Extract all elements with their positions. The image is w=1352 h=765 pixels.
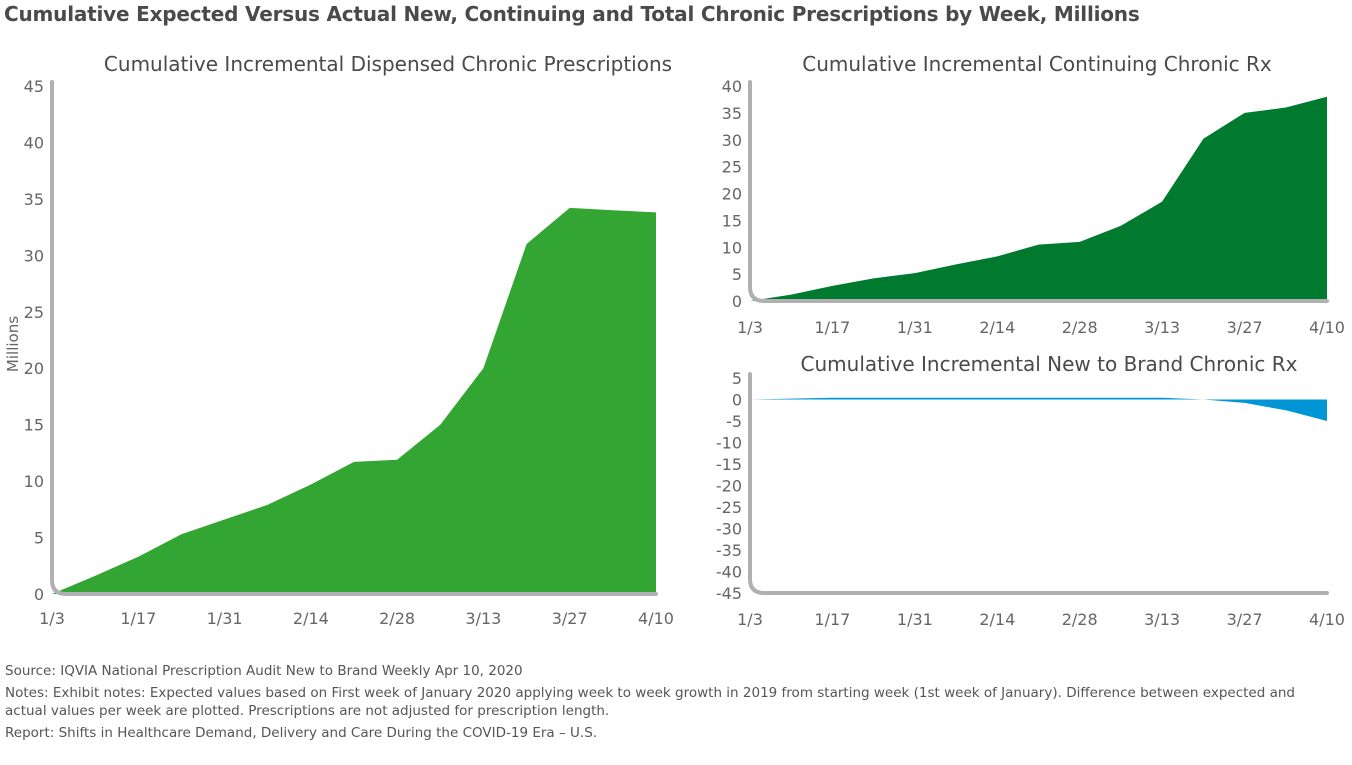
new-to-brand-axis <box>748 372 1329 595</box>
x-tick-label: 1/3 <box>737 610 763 629</box>
dispensed-axis <box>50 80 658 596</box>
y-tick-label: -25 <box>716 498 742 517</box>
y-tick-label: 20 <box>24 359 44 378</box>
y-tick-label: 25 <box>24 303 44 322</box>
x-tick-label: 3/27 <box>1227 318 1263 337</box>
y-tick-label: 45 <box>24 77 44 96</box>
y-tick-label: 15 <box>24 416 44 435</box>
y-tick-label: 30 <box>24 246 44 265</box>
x-tick-label: 2/28 <box>379 609 415 628</box>
x-tick-label: 2/14 <box>979 610 1015 629</box>
dispensed-chart: Cumulative Incremental Dispensed Chronic… <box>4 52 674 628</box>
y-tick-label: 40 <box>722 77 742 96</box>
x-tick-label: 1/3 <box>39 609 65 628</box>
panel-title: Cumulative Incremental Continuing Chroni… <box>802 52 1272 76</box>
main-title: Cumulative Expected Versus Actual New, C… <box>4 2 1140 26</box>
y-tick-label: 0 <box>732 292 742 311</box>
x-tick-label: 3/27 <box>552 609 588 628</box>
y-tick-label: 15 <box>722 211 742 230</box>
x-tick-label: 3/27 <box>1227 610 1263 629</box>
y-tick-label: 35 <box>722 104 742 123</box>
y-tick-label: 10 <box>722 238 742 257</box>
exhibit-notes: Notes: Exhibit notes: Expected values ba… <box>5 685 1295 719</box>
x-tick-label: 1/17 <box>814 318 850 337</box>
x-tick-label: 2/14 <box>293 609 329 628</box>
y-tick-label: 40 <box>24 133 44 152</box>
x-tick-label: 3/13 <box>1144 318 1180 337</box>
y-tick-label: 5 <box>732 369 742 388</box>
continuing-chart: Cumulative Incremental Continuing Chroni… <box>722 52 1345 337</box>
y-tick-label: 10 <box>24 472 44 491</box>
x-tick-label: 1/3 <box>737 318 763 337</box>
y-tick-label: 35 <box>24 190 44 209</box>
area-series <box>750 96 1327 301</box>
y-tick-label: -40 <box>716 563 742 582</box>
x-tick-label: 2/14 <box>979 318 1015 337</box>
y-tick-label: -10 <box>716 434 742 453</box>
y-tick-label: 20 <box>722 185 742 204</box>
x-tick-label: 1/31 <box>207 609 243 628</box>
y-tick-label: 25 <box>722 158 742 177</box>
y-tick-label: -15 <box>716 455 742 474</box>
y-tick-label: -45 <box>716 584 742 603</box>
panel-title: Cumulative Incremental Dispensed Chronic… <box>104 52 672 76</box>
y-tick-label: 0 <box>732 391 742 410</box>
y-tick-label: 0 <box>34 585 44 604</box>
x-tick-label: 3/13 <box>465 609 501 628</box>
x-tick-label: 4/10 <box>638 609 674 628</box>
y-tick-label: -35 <box>716 541 742 560</box>
x-tick-label: 1/31 <box>897 610 933 629</box>
x-tick-label: 4/10 <box>1309 610 1345 629</box>
y-tick-label: -20 <box>716 477 742 496</box>
y-tick-label: -5 <box>726 412 742 431</box>
report-note: Report: Shifts in Healthcare Demand, Del… <box>5 725 598 741</box>
area-series <box>52 207 656 594</box>
y-tick-label: 5 <box>34 529 44 548</box>
x-tick-label: 2/28 <box>1062 318 1098 337</box>
area-series <box>750 397 1327 421</box>
y-tick-label: -30 <box>716 520 742 539</box>
y-tick-label: 5 <box>732 265 742 284</box>
panel-title: Cumulative Incremental New to Brand Chro… <box>801 352 1298 376</box>
footnotes: Source: IQVIA National Prescription Audi… <box>5 662 1335 746</box>
new-to-brand-chart: Cumulative Incremental New to Brand Chro… <box>716 352 1345 629</box>
x-tick-label: 4/10 <box>1309 318 1345 337</box>
continuing-axis <box>748 80 1329 303</box>
x-tick-label: 2/28 <box>1062 610 1098 629</box>
x-tick-label: 3/13 <box>1144 610 1180 629</box>
x-tick-label: 1/17 <box>814 610 850 629</box>
x-tick-label: 1/31 <box>897 318 933 337</box>
x-tick-label: 1/17 <box>120 609 156 628</box>
source-note: Source: IQVIA National Prescription Audi… <box>5 663 523 679</box>
y-axis-label: Millions <box>4 316 22 372</box>
y-tick-label: 30 <box>722 131 742 150</box>
